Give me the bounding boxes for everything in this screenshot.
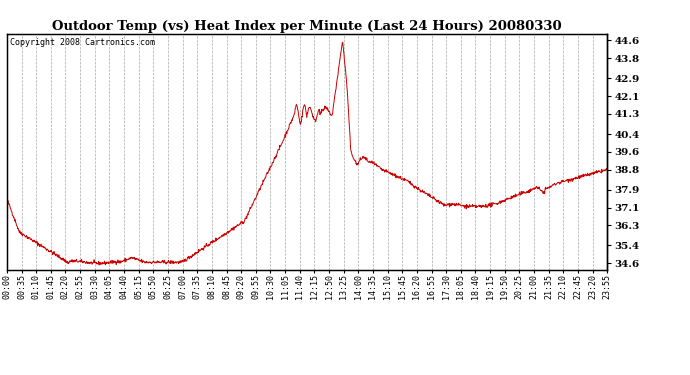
Text: Copyright 2008 Cartronics.com: Copyright 2008 Cartronics.com (10, 39, 155, 48)
Title: Outdoor Temp (vs) Heat Index per Minute (Last 24 Hours) 20080330: Outdoor Temp (vs) Heat Index per Minute … (52, 20, 562, 33)
